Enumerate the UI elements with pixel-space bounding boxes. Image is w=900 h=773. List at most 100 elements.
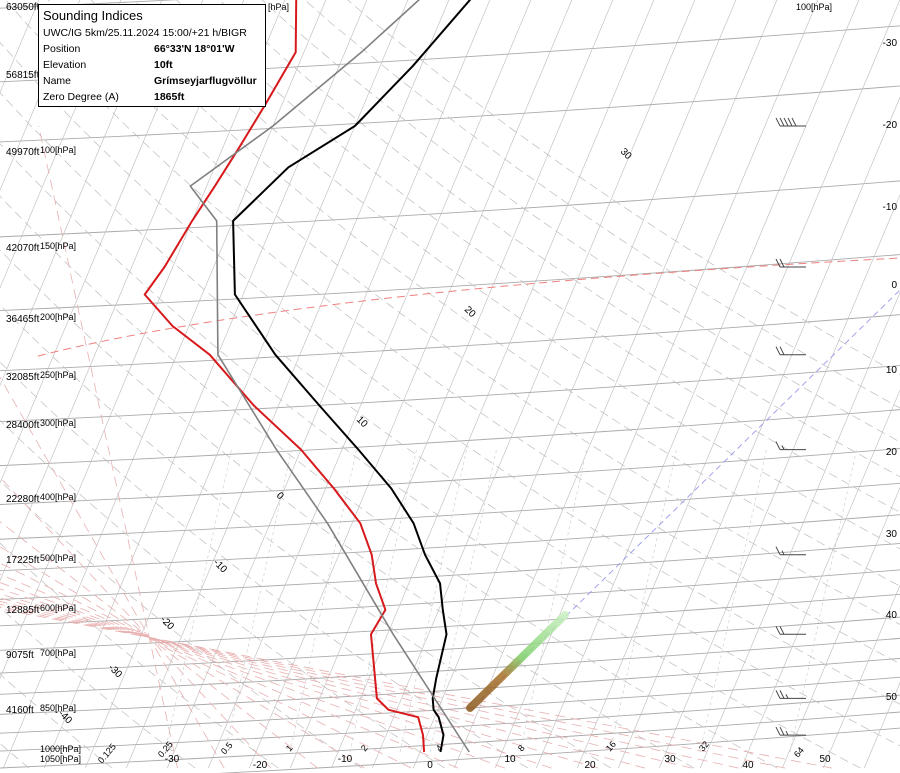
isotherm-line bbox=[0, 0, 163, 387]
wind-barb-flag bbox=[779, 626, 785, 635]
info-row-name: Name Grímseyjarflugvöllur bbox=[43, 73, 261, 89]
wind-barb bbox=[775, 117, 806, 127]
moist-adiabat-line bbox=[0, 476, 272, 769]
right-tick-label: 30 bbox=[886, 529, 898, 540]
moist-adiabat-line bbox=[0, 546, 365, 769]
right-tick-label: -30 bbox=[883, 38, 898, 49]
dry-adiabat-line bbox=[0, 249, 695, 769]
isobar-line bbox=[0, 448, 900, 505]
wind-barb-half-flag bbox=[781, 445, 785, 450]
info-subtitle: UWC/IG 5km/25.11.2024 15:00/+21 h/BIGR bbox=[43, 25, 261, 41]
info-row-zero-degree: Zero Degree (A) 1865ft bbox=[43, 89, 261, 105]
info-value: 66°33'N 18°01'W bbox=[154, 43, 235, 55]
moist-adiabat-line bbox=[0, 608, 833, 769]
mixing-ratio-label: 32 bbox=[697, 739, 711, 753]
wind-barbs bbox=[775, 117, 806, 736]
pressure-label: 850[hPa] bbox=[40, 703, 76, 713]
altitude-label: 56815ft bbox=[6, 70, 40, 81]
isobar-line bbox=[0, 482, 900, 540]
isobar-line bbox=[0, 569, 900, 627]
right-tick-label: 20 bbox=[886, 447, 898, 458]
wind-barb-flag bbox=[775, 346, 781, 355]
altitude-label: 22280ft bbox=[6, 494, 40, 505]
isobar-line bbox=[0, 365, 900, 423]
top-pressure-label: [hPa] bbox=[268, 2, 289, 12]
info-title: Sounding Indices bbox=[43, 8, 143, 23]
moist-adiabat-line bbox=[0, 562, 412, 769]
wind-barb bbox=[775, 690, 806, 699]
x-tick-label: 0 bbox=[427, 760, 433, 771]
x-tick-label: -30 bbox=[165, 754, 180, 765]
isobar-line bbox=[0, 711, 900, 769]
info-row-position: Position 66°33'N 18°01'W bbox=[43, 41, 261, 57]
mixing-ratio-label: 16 bbox=[604, 739, 618, 753]
moist-adiabat-line bbox=[0, 376, 225, 769]
wind-barb-flag bbox=[775, 726, 781, 736]
wind-barb-flag bbox=[779, 117, 785, 127]
isotherm-line bbox=[207, 0, 532, 769]
right-tick-label: -10 bbox=[883, 202, 898, 213]
moist-adiabat-line bbox=[38, 125, 178, 769]
sounding-indices-box: Sounding Indices UWC/IG 5km/25.11.2024 1… bbox=[38, 4, 266, 107]
dry-adiabat-line bbox=[261, 0, 900, 443]
dry-adiabat-line bbox=[0, 480, 362, 769]
isotherm-line bbox=[166, 0, 491, 769]
isotherm-line bbox=[84, 0, 409, 769]
wind-barb-flag bbox=[775, 258, 781, 268]
isotherm-line bbox=[494, 0, 819, 769]
isotherm-line bbox=[576, 0, 900, 769]
isotherm-label: -30 bbox=[106, 662, 124, 680]
pressure-label: 700[hPa] bbox=[40, 648, 76, 658]
wind-barb-half-flag bbox=[785, 730, 789, 736]
isotherm-line bbox=[699, 291, 900, 769]
info-label: Elevation bbox=[43, 59, 87, 71]
wind-barb bbox=[775, 726, 806, 736]
isobar-line bbox=[0, 0, 180, 9]
sounding-series bbox=[143, 0, 472, 753]
isotherm-line bbox=[0, 0, 245, 582]
x-tick-label: 10 bbox=[504, 754, 516, 765]
wind-barb bbox=[775, 546, 806, 556]
pressure-label: 200[hPa] bbox=[40, 312, 76, 322]
pressure-label: 250[hPa] bbox=[40, 370, 76, 380]
moist-adiabat-line bbox=[0, 597, 646, 769]
info-label: Position bbox=[43, 43, 81, 55]
isobar-line bbox=[0, 542, 900, 600]
info-value: 10ft bbox=[154, 59, 173, 71]
info-value: 1865ft bbox=[154, 91, 185, 103]
isobar-line bbox=[0, 616, 900, 674]
isotherm-line bbox=[453, 0, 778, 769]
moist-adiabat-line bbox=[0, 593, 599, 769]
dry-adiabat-line bbox=[0, 195, 778, 769]
top-pressure-label: 100[hPa] bbox=[796, 2, 832, 12]
mixing-ratio-line bbox=[789, 449, 857, 753]
x-tick-label: 20 bbox=[584, 760, 596, 771]
axis-labels: 1050[hPa]1000[hPa]4160ft 850[hPa]9075ft 70… bbox=[6, 2, 897, 771]
isotherm-line bbox=[412, 0, 737, 769]
mixing-ratio-label: 0.125 bbox=[96, 742, 118, 766]
altitude-label: 63050ft bbox=[6, 2, 40, 13]
isotherm-line bbox=[0, 0, 122, 289]
wind-barb-flag bbox=[779, 726, 785, 736]
dry-adiabat-line bbox=[0, 143, 861, 769]
info-label: Zero Degree (A) bbox=[43, 91, 119, 103]
dry-adiabat-line bbox=[0, 542, 279, 769]
wind-barb-flag bbox=[779, 258, 785, 268]
isotherm-line bbox=[330, 0, 655, 769]
pressure-label: 1000[hPa] bbox=[40, 744, 81, 754]
mixing-ratio-label: 0.5 bbox=[219, 740, 235, 756]
mixing-ratio-label: 64 bbox=[792, 745, 806, 759]
wind-barb-flag bbox=[775, 690, 781, 699]
isotherm-line bbox=[289, 0, 614, 769]
isobar-line bbox=[0, 409, 900, 467]
altitude-label: 28400ft bbox=[6, 420, 40, 431]
altitude-label: 12885ft bbox=[6, 605, 40, 616]
isotherm-line bbox=[617, 96, 900, 769]
isotherm-line bbox=[371, 0, 696, 769]
pressure-label: 400[hPa] bbox=[40, 492, 76, 502]
isotherm-line bbox=[658, 194, 900, 769]
